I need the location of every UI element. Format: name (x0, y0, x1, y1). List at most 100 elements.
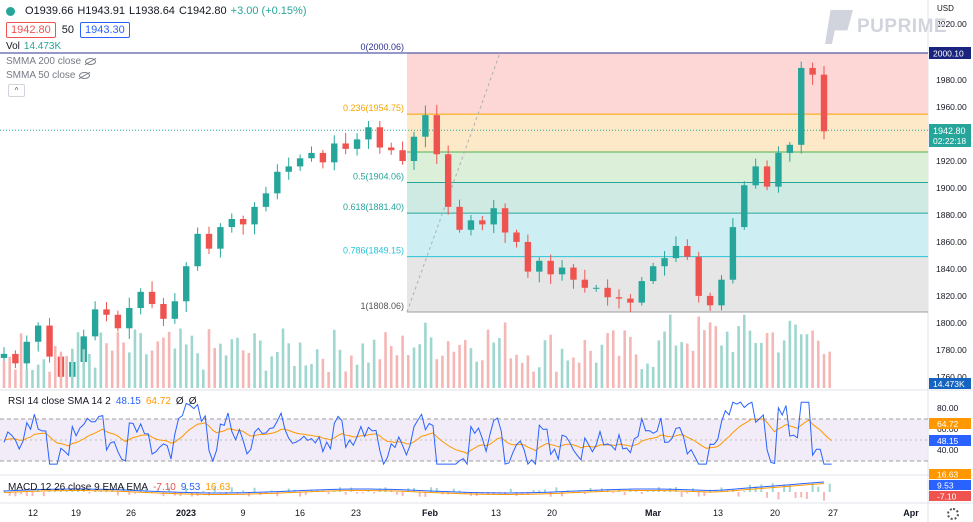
candle-body (479, 220, 486, 225)
macd-histogram-bar (59, 490, 62, 492)
candle-body (422, 115, 429, 137)
macd-histogram-bar (714, 490, 717, 492)
buy-button[interactable]: 1943.30 (80, 22, 130, 38)
volume-bar (742, 314, 746, 388)
candle-body (638, 281, 645, 303)
volume-bar (247, 353, 251, 388)
volume-bar (127, 352, 131, 388)
price-tick-label: 1840.00 (936, 264, 967, 274)
macd-histogram-bar (116, 492, 119, 496)
smma50-label: SMMA 50 close (6, 70, 76, 81)
hidden-eye-icon[interactable] (85, 58, 97, 65)
collapse-legend-button[interactable]: ^ (8, 84, 25, 97)
rsi-legend[interactable]: RSI 14 close SMA 14 2 48.15 64.72 Ø Ø (8, 396, 196, 407)
volume-bar (435, 359, 439, 388)
macd-histogram-bar (783, 484, 786, 492)
volume-bar (350, 355, 353, 388)
macd-histogram-bar (748, 484, 751, 492)
macd-histogram-bar (111, 488, 114, 492)
volume-bar (577, 362, 581, 388)
volume-bar (668, 314, 672, 388)
macd-histogram-bar (276, 492, 279, 497)
volume-bar (629, 336, 632, 388)
macd-histogram-bar (458, 490, 461, 492)
time-tick-label: 27 (828, 508, 838, 518)
ohlc-legend: O1939.66 H1943.91 L1938.64 C1942.80 +3.0… (6, 5, 307, 17)
candle-body (114, 314, 122, 329)
macd-histogram-bar (606, 489, 609, 492)
settings-gear-icon[interactable] (947, 508, 959, 520)
volume-bar (184, 344, 188, 388)
macd-histogram-bar (526, 492, 529, 495)
volume-bar (822, 354, 826, 388)
level-badge (929, 47, 971, 59)
rsi-badge-label: 48.15 (937, 436, 959, 446)
macd-histogram-bar (367, 490, 370, 492)
fib-level-label: 0.236(1954.75) (343, 103, 404, 113)
macd-histogram-bar (777, 492, 780, 500)
macd-histogram-bar (697, 492, 700, 497)
volume-bar (725, 331, 729, 388)
volume-bar (828, 351, 831, 388)
candle-body (353, 139, 361, 149)
candle-body (536, 260, 543, 272)
macd-histogram-bar (395, 492, 398, 495)
candle-body (741, 185, 748, 228)
macd-histogram-bar (242, 490, 245, 492)
candle-body (604, 287, 611, 298)
volume-bar (794, 324, 797, 388)
macd-histogram-bar (71, 490, 74, 492)
fib-zone (407, 53, 928, 115)
time-tick-label: 23 (351, 508, 361, 518)
candle-body (570, 267, 577, 280)
volume-bar (327, 372, 330, 388)
macd-legend[interactable]: MACD 12 26 close 9 EMA EMA -7.10 9.53 16… (8, 482, 230, 493)
volume-bar (805, 334, 809, 388)
price-tick-label: 1760.00 (936, 372, 967, 382)
volume-legend[interactable]: Vol 14.473K (6, 41, 61, 52)
macd-histogram-bar (646, 490, 649, 492)
volume-bar (14, 369, 17, 388)
fib-level-label: 0.618(1881.40) (343, 202, 404, 212)
candle-body (331, 143, 338, 163)
price-tick-label: 1780.00 (936, 345, 967, 355)
volume-bar (418, 344, 421, 388)
macd-histogram-bar (253, 487, 256, 492)
macd-hist-value: -7.10 (153, 482, 176, 493)
volume-bar (674, 345, 678, 388)
macd-histogram-bar (828, 483, 831, 492)
volume-bar (412, 347, 416, 388)
time-tick-label: Mar (645, 508, 662, 518)
candle-body (809, 67, 816, 75)
candle-body (752, 166, 759, 186)
macd-histogram-bar (304, 492, 307, 496)
fib-level-label: 0(2000.06) (360, 42, 404, 52)
rsi-extra-2: Ø (188, 396, 197, 407)
smma200-legend[interactable]: SMMA 200 close (6, 56, 97, 67)
candle-body (410, 136, 418, 161)
smma50-legend[interactable]: SMMA 50 close (6, 70, 91, 81)
hidden-eye-icon[interactable] (79, 72, 91, 79)
candle-body (456, 206, 463, 230)
candle-body (148, 291, 156, 304)
volume-bar (332, 329, 336, 388)
time-tick-label: 19 (71, 508, 81, 518)
sell-button[interactable]: 1942.80 (6, 22, 56, 38)
volume-bar (190, 335, 194, 388)
time-tick-label: Feb (422, 508, 439, 518)
macd-histogram-bar (356, 492, 359, 494)
macd-histogram-bar (509, 488, 512, 492)
macd-histogram-bar (430, 487, 433, 492)
macd-histogram-bar (162, 492, 165, 497)
volume-bar (298, 342, 302, 388)
macd-histogram-bar (202, 490, 205, 492)
macd-histogram-bar (213, 487, 216, 492)
volume-bar (520, 362, 524, 388)
rsi-sma-line (3, 418, 832, 454)
market-status-icon (6, 6, 15, 16)
macd-histogram-bar (561, 492, 564, 497)
fib-zone (407, 151, 928, 183)
candle-body (171, 301, 179, 319)
macd-histogram-bar (663, 490, 666, 492)
